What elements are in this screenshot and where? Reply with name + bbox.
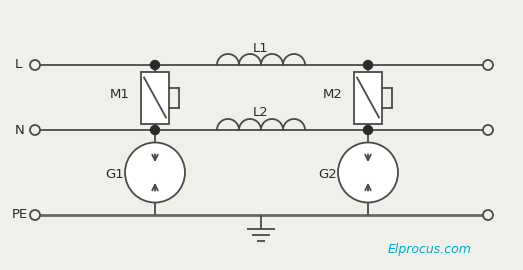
Circle shape bbox=[363, 126, 372, 134]
Text: G1: G1 bbox=[106, 168, 124, 181]
Text: L: L bbox=[15, 59, 22, 72]
Circle shape bbox=[151, 126, 160, 134]
Circle shape bbox=[30, 125, 40, 135]
Bar bbox=[141, 72, 169, 123]
Circle shape bbox=[125, 143, 185, 202]
Circle shape bbox=[151, 60, 160, 69]
Text: M2: M2 bbox=[323, 89, 343, 102]
Text: PE: PE bbox=[12, 208, 28, 221]
Circle shape bbox=[363, 60, 372, 69]
Text: Elprocus.com: Elprocus.com bbox=[388, 244, 472, 256]
Bar bbox=[354, 72, 382, 123]
Text: G2: G2 bbox=[319, 168, 337, 181]
Circle shape bbox=[30, 60, 40, 70]
Text: M1: M1 bbox=[110, 89, 130, 102]
Circle shape bbox=[30, 210, 40, 220]
Circle shape bbox=[483, 210, 493, 220]
Text: L1: L1 bbox=[253, 42, 269, 55]
Circle shape bbox=[483, 60, 493, 70]
Circle shape bbox=[338, 143, 398, 202]
Text: L2: L2 bbox=[253, 106, 269, 120]
Circle shape bbox=[483, 125, 493, 135]
Text: N: N bbox=[15, 123, 25, 137]
